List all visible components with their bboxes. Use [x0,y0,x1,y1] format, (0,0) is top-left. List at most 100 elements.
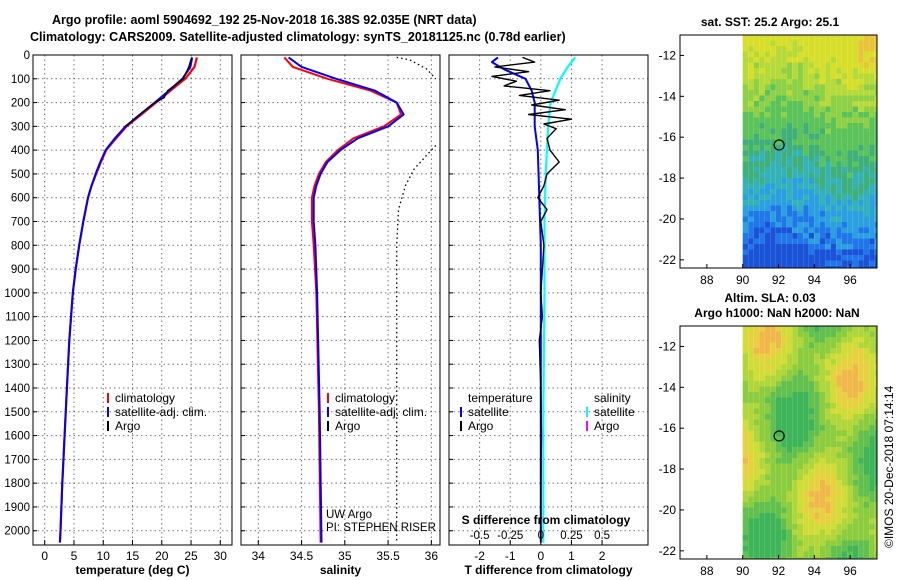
sla-map-cell [819,513,826,519]
sla-map-cell [775,524,782,530]
sst-map-cell [863,46,870,52]
sla-map-cell [742,535,749,541]
sst-map-cell [836,244,842,250]
sla-map-cell [797,326,804,332]
sla-map-cell [858,507,864,513]
sla-map-cell [874,364,877,370]
sst-map-cell [781,211,787,217]
sla-map-cell [797,524,804,530]
sla-map-cell [764,370,771,376]
sst-map-cell [764,73,771,79]
sla-map-cell [748,502,754,508]
sst-map-cell [858,161,864,167]
sst-map-cell [742,117,749,123]
sst-map-cell [753,79,760,85]
sla-map-cell [748,348,754,354]
sla-map-cell [786,507,793,513]
sst-map-cell [852,260,859,266]
sst-map-cell [748,139,754,145]
sla-map-cell [786,447,793,453]
sst-map-cell [770,117,776,123]
sla-map-cell [742,430,749,436]
sla-map-cell [797,337,804,343]
sla-map-cell [847,447,853,453]
sst-map-cell [792,200,798,206]
sst-map-cell [830,112,837,118]
sla-map-cell [819,502,826,508]
sla-map-cell [874,546,877,552]
sla-map-cell [792,408,798,414]
sst-map-cell [830,62,837,68]
sst-map-cell [814,150,820,156]
sst-map-cell [748,150,754,156]
sla-map-cell [753,331,760,337]
sla-map-cell [803,331,809,337]
sst-map-cell [836,46,842,52]
sst-map-cell [836,79,842,85]
sst-map-cell [819,233,826,239]
sla-map-cell [874,507,877,513]
sla-map-cell [781,474,787,480]
sst-map-cell [742,106,749,112]
sla-map-cell [792,452,798,458]
sla-map-cell [858,491,864,497]
sst-map-cell [764,167,771,173]
sla-map-cell [858,331,864,337]
sst-map-cell [874,123,877,129]
temp-legend-satellite-label: satellite-adj. clim. [115,405,207,419]
sla-map-cell [775,419,782,425]
sst-map-cell [847,117,853,123]
sst-map-cell [803,211,809,217]
sla-map-cell [808,447,815,453]
sla-map-cell [830,480,837,486]
sst-map-cell [770,183,776,189]
sla-map-cell [792,507,798,513]
sst-map-cell [869,139,875,145]
sla-map-cell [808,507,815,513]
sst-map-cell [825,112,831,118]
sst-map-cell [775,73,782,79]
sst-map-cell [786,233,793,239]
sla-map-cell [764,458,771,464]
sla-map-cell [781,518,787,524]
sst-map-cell [775,68,782,74]
sla-map-cell [852,535,859,541]
sla-map-cell [748,397,754,403]
sla-map-cell [847,458,853,464]
sla-map-ytick-label: -12 [659,339,677,353]
sst-map-cell [753,266,760,268]
sla-map-cell [775,507,782,513]
sst-map-cell [825,84,831,90]
depth-tick-label: 600 [11,193,30,205]
salinity-envelope-lower [396,144,437,543]
sla-map-cell [775,353,782,359]
sst-map-cell [808,249,815,255]
sst-map-cell [841,51,848,57]
sst-map-cell [748,73,754,79]
sla-map-cell [792,386,798,392]
sst-map-cell [764,90,771,96]
sla-map-cell [869,331,875,337]
sst-map-cell [858,68,864,74]
sst-map-cell [858,90,864,96]
sst-map-cell [819,238,826,244]
sla-map-cell [759,375,765,381]
sst-map-cell [770,156,776,162]
sst-map-cell [786,150,793,156]
sla-map-cell [869,502,875,508]
sst-map-cell [770,200,776,206]
sst-map-cell [830,134,837,140]
sla-map-cell [770,480,776,486]
sla-map-cell [858,381,864,387]
sst-map-cell [814,51,820,57]
sst-map-cell [874,183,877,189]
sla-map-cell [863,359,870,365]
sla-map-cell [781,502,787,508]
sla-map-cell [759,535,765,541]
sst-map-cell [830,167,837,173]
sla-map-cell [764,540,771,546]
sst-map-cell [814,205,820,211]
sla-map-cell [753,381,760,387]
sla-map-cell [764,430,771,436]
sst-map-cell [852,244,859,250]
